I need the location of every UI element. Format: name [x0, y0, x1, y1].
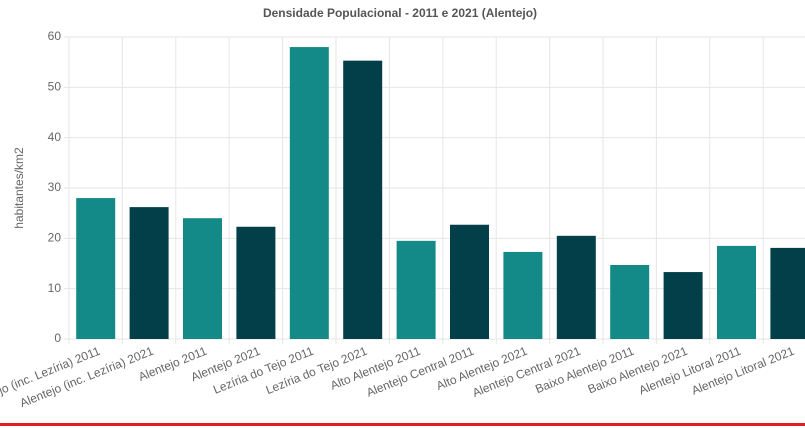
bar	[289, 47, 329, 340]
y-axis-label: habitantes/km2	[12, 147, 26, 229]
y-tick-label: 0	[54, 331, 61, 345]
bar	[663, 272, 703, 339]
bottom-border	[0, 423, 805, 426]
bar	[236, 226, 276, 339]
bar	[183, 218, 222, 339]
bar	[450, 224, 489, 339]
y-tick-label: 10	[48, 281, 62, 295]
y-tick-label: 40	[48, 130, 62, 144]
bar	[503, 251, 543, 339]
chart-title: Densidade Populacional - 2011 e 2021 (Al…	[263, 6, 537, 20]
y-tick-label: 60	[48, 29, 62, 43]
bar	[343, 60, 383, 339]
bar	[76, 198, 116, 339]
bar	[396, 240, 436, 339]
bar	[610, 265, 650, 339]
bar	[770, 247, 805, 339]
y-tick-label: 30	[48, 180, 62, 194]
y-tick-label: 20	[48, 231, 62, 245]
y-tick-label: 50	[48, 80, 62, 94]
bar	[717, 245, 756, 339]
bar	[556, 235, 596, 339]
bar	[129, 207, 169, 339]
